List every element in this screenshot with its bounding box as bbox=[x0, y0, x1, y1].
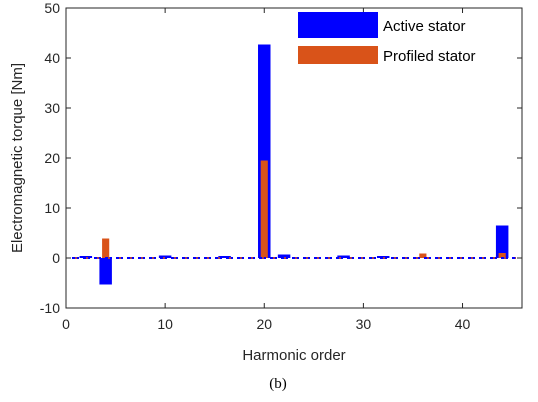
figure-caption: (b) bbox=[269, 376, 287, 392]
profiled-stator-bar-h20 bbox=[260, 160, 268, 258]
legend: Active stator Profiled stator bbox=[298, 12, 476, 65]
x-tick-label: 30 bbox=[356, 316, 372, 332]
x-tick-label: 0 bbox=[62, 316, 70, 332]
active-stator-bars bbox=[79, 44, 509, 285]
legend-swatch-active-stator bbox=[298, 12, 378, 38]
active-stator-bar-h4 bbox=[99, 258, 112, 285]
x-tick-label: 40 bbox=[455, 316, 471, 332]
active-stator-bar-h10 bbox=[158, 255, 172, 258]
active-stator-bar-h28 bbox=[337, 255, 350, 258]
y-tick-label: 10 bbox=[44, 200, 60, 216]
x-axis-label: Harmonic order bbox=[242, 347, 345, 364]
y-tick-label: 40 bbox=[44, 50, 60, 66]
active-stator-bar-h16 bbox=[218, 256, 231, 258]
y-axis-label: Electromagnetic torque [Nm] bbox=[9, 63, 26, 253]
x-tick-label: 20 bbox=[256, 316, 272, 332]
profiled-stator-bar-h36 bbox=[419, 253, 427, 258]
active-stator-bar-h22 bbox=[277, 254, 291, 258]
profiled-stator-bars bbox=[102, 160, 506, 258]
legend-swatch-profiled-stator bbox=[298, 46, 378, 64]
profiled-stator-bar-h44 bbox=[498, 253, 506, 258]
y-tick-label: 50 bbox=[44, 0, 60, 16]
legend-label-profiled-stator: Profiled stator bbox=[383, 48, 476, 65]
x-tick-label: 10 bbox=[157, 316, 173, 332]
active-stator-bar-h44 bbox=[495, 225, 509, 258]
y-tick-label: 30 bbox=[44, 100, 60, 116]
y-tick-label: 20 bbox=[44, 150, 60, 166]
legend-label-active-stator: Active stator bbox=[383, 18, 466, 35]
profiled-stator-bar-h4 bbox=[102, 238, 110, 258]
y-tick-label: 0 bbox=[52, 250, 60, 266]
y-tick-label: -10 bbox=[40, 300, 60, 316]
